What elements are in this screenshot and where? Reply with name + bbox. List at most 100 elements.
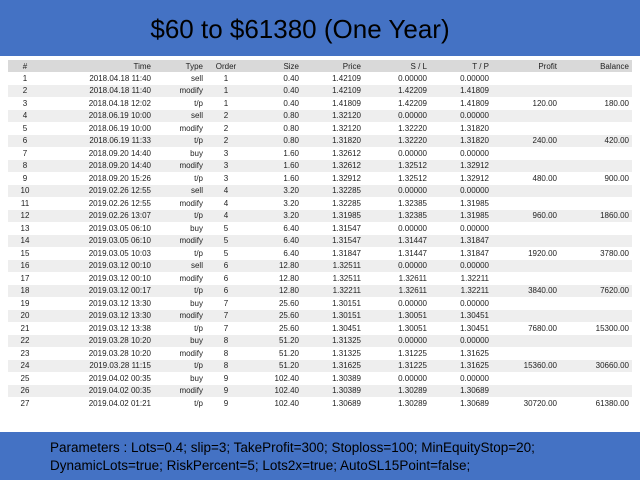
title: $60 to $61380 (One Year): [150, 14, 450, 44]
table-cell: 15360.00: [492, 359, 560, 372]
table-cell: 2019.03.12 00:10: [88, 273, 151, 283]
empty-cell: [492, 272, 560, 285]
table-cell: 1.60: [246, 159, 302, 172]
table-cell: buy: [190, 148, 203, 158]
table-cell: 9: [223, 373, 229, 383]
table-cell: 12.80: [246, 284, 302, 297]
table-cell: 2019.03.12 13:30: [88, 298, 151, 308]
empty-cell: [492, 259, 560, 272]
table-cell: 7680.00: [528, 323, 557, 333]
table-cell: 25.60: [278, 323, 299, 333]
title-banner: $60 to $61380 (One Year): [0, 0, 640, 56]
table-cell: t/p: [154, 359, 206, 372]
table-cell: 17: [20, 273, 30, 283]
table-cell: 1.31225: [364, 359, 430, 372]
table-cell: 0.00000: [364, 109, 430, 122]
table-cell: 8: [8, 159, 42, 172]
table-cell: 1.31447: [398, 248, 427, 258]
table-cell: 1.30389: [302, 384, 364, 397]
table-cell: 0.80: [246, 134, 302, 147]
table-cell: 12: [8, 209, 42, 222]
empty-cell: [560, 159, 632, 172]
table-cell: 4: [223, 198, 229, 208]
table-cell: 0.00000: [398, 223, 427, 233]
table-cell: 1.31547: [332, 223, 361, 233]
table-cell: 1.32511: [302, 259, 364, 272]
table-cell: 0.00000: [430, 334, 492, 347]
table-cell: 1.32511: [332, 273, 361, 283]
table-cell: 1.32120: [332, 123, 361, 133]
empty-cell: [560, 109, 632, 122]
empty-cell: [492, 159, 560, 172]
table-cell: 0.00000: [398, 298, 427, 308]
table-cell: 7: [223, 298, 229, 308]
table-cell: 1.30451: [430, 309, 492, 322]
table-cell: 0.00000: [430, 259, 492, 272]
empty-cell: [560, 309, 632, 322]
table-cell: 1: [206, 84, 246, 97]
table-row: 25 2019.04.02 00:35 buy 9 102.40 1.30389 0.000…: [8, 372, 632, 385]
table-cell: 0.80: [246, 109, 302, 122]
table-cell: 2019.03.28 10:20: [42, 334, 154, 347]
table-cell: 15: [20, 248, 30, 258]
table-cell: sell: [190, 73, 203, 83]
table-cell: 1.31820: [430, 134, 492, 147]
table-row: 1 2018.04.18 11:40 sell 1 0.40 1.42109 0.00000…: [8, 72, 632, 85]
table-cell: 6: [206, 284, 246, 297]
empty-cell: [492, 347, 560, 360]
table-cell: 11: [20, 198, 30, 208]
table-cell: 5: [223, 223, 229, 233]
table-row: 11 2019.02.26 12:55 modify 4 3.20 1.32285 1.32…: [8, 197, 632, 210]
table-cell: 0.40: [246, 84, 302, 97]
table-cell: 0.00000: [460, 298, 489, 308]
table-cell: 240.00: [492, 134, 560, 147]
table-cell: 15300.00: [595, 323, 629, 333]
table-cell: 3.20: [246, 184, 302, 197]
table-row: 27 2019.04.02 01:21 t/p 9 102.40 1.30689 1.302…: [8, 397, 632, 410]
table-cell: 1.30051: [364, 309, 430, 322]
table-row: 5 2018.06.19 10:00 modify 2 0.80 1.32120 1.322…: [8, 122, 632, 135]
empty-cell: [560, 272, 632, 285]
table-cell: 14: [8, 234, 42, 247]
empty-cell: [492, 84, 560, 97]
table-row: 12 2019.02.26 13:07 t/p 4 3.20 1.31985 1.32385…: [8, 209, 632, 222]
table-cell: 0.00000: [430, 184, 492, 197]
table-cell: 0.00000: [460, 148, 489, 158]
table-cell: 16: [8, 259, 42, 272]
empty-cell: [560, 184, 632, 197]
table-cell: 1.32912: [460, 173, 489, 183]
table-cell: modify: [154, 384, 206, 397]
table-cell: sell: [154, 259, 206, 272]
table-cell: 3.20: [283, 198, 299, 208]
table-cell: buy: [190, 373, 203, 383]
table-cell: 51.20: [278, 348, 299, 358]
empty-cell: [560, 197, 632, 210]
table-cell: 1.30289: [364, 384, 430, 397]
table-cell: 102.40: [274, 398, 299, 408]
table-cell: 10: [8, 184, 42, 197]
table-cell: 0.40: [283, 98, 299, 108]
column-header: Time: [42, 60, 154, 72]
table-cell: 0.00000: [460, 373, 489, 383]
table-cell: 2018.04.18 12:02: [88, 98, 151, 108]
table-cell: 12.80: [278, 273, 299, 283]
table-cell: 1.32612: [302, 159, 364, 172]
table-cell: 9: [223, 398, 229, 408]
table-cell: 25.60: [278, 298, 299, 308]
table-cell: 0.00000: [364, 334, 430, 347]
table-cell: 180.00: [604, 98, 629, 108]
table-cell: 2019.02.26 13:07: [42, 209, 154, 222]
empty-cell: [560, 372, 632, 385]
table-cell: t/p: [154, 209, 206, 222]
table-cell: 1.32385: [364, 209, 430, 222]
column-header: Profit: [492, 60, 560, 72]
table-cell: 1: [22, 73, 28, 83]
empty-cell: [492, 147, 560, 160]
table-cell: 7: [223, 323, 229, 333]
table-cell: 3: [22, 98, 28, 108]
empty-cell: [492, 384, 560, 397]
table-cell: 1.31985: [460, 198, 489, 208]
table-cell: 1.41809: [430, 84, 492, 97]
